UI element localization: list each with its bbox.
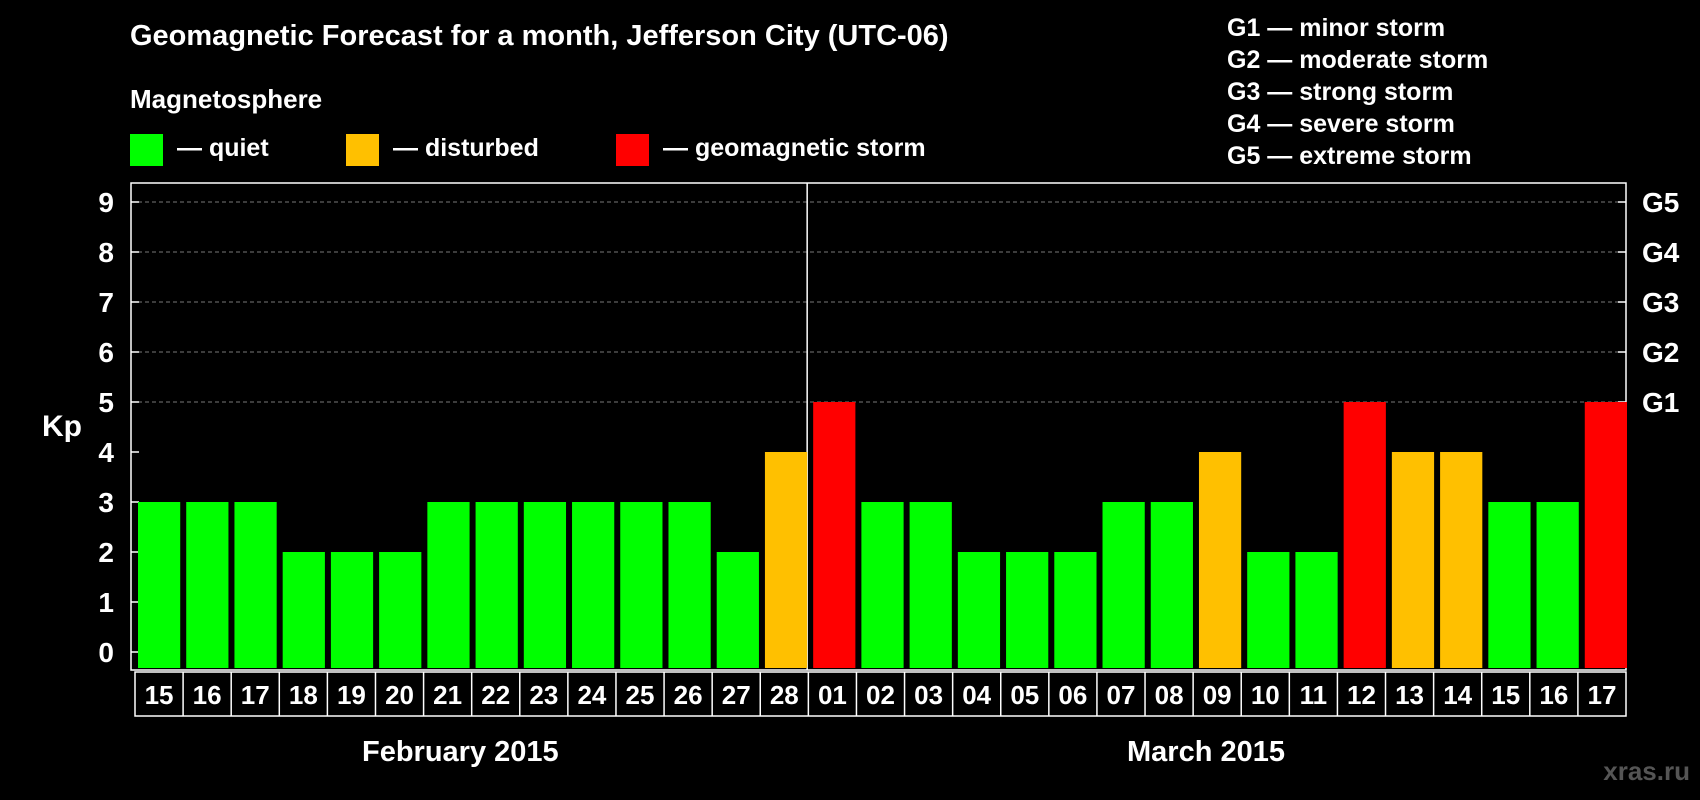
y-axis-label: Kp [42, 410, 82, 443]
bar-14 [764, 452, 808, 668]
legend-quiet-swatch [130, 134, 163, 166]
y-tick-label-0: 0 [98, 637, 114, 668]
y-tick-label-4: 4 [98, 437, 114, 468]
y-tick-label-3: 3 [98, 487, 114, 518]
bar-15 [813, 402, 856, 668]
legend-disturbed-swatch [346, 134, 379, 166]
bar-2 [186, 502, 229, 668]
bar-29 [1488, 502, 1531, 668]
day-label-21: 07 [1107, 680, 1136, 710]
bar-1 [138, 502, 181, 668]
bar-13 [716, 552, 759, 668]
y-tick-label-9: 9 [98, 187, 114, 218]
bar-24 [1247, 552, 1290, 668]
day-label-26: 12 [1347, 680, 1376, 710]
bar-26 [1343, 402, 1386, 668]
day-label-17: 03 [914, 680, 943, 710]
chart-title: Geomagnetic Forecast for a month, Jeffer… [130, 20, 949, 52]
bar-30 [1536, 502, 1579, 668]
bar-23 [1198, 452, 1242, 668]
day-label-18: 04 [962, 680, 991, 710]
bar-7 [427, 502, 470, 668]
day-label-25: 11 [1300, 680, 1328, 710]
y-tick-label-5: 5 [98, 387, 114, 418]
bar-20 [1054, 552, 1097, 668]
legend-quiet-label: — quiet [177, 134, 269, 162]
bar-3 [234, 502, 277, 668]
right-label-g2: G2 [1642, 337, 1679, 368]
day-label-28: 14 [1443, 680, 1472, 710]
y-tick-label-2: 2 [98, 537, 114, 568]
day-label-6: 20 [385, 680, 414, 710]
day-label-4: 18 [289, 680, 318, 710]
bar-27 [1391, 452, 1435, 668]
day-label-27: 13 [1395, 680, 1424, 710]
day-label-13: 27 [722, 680, 751, 710]
bar-28 [1440, 452, 1483, 668]
day-label-19: 05 [1010, 680, 1039, 710]
day-label-30: 16 [1539, 680, 1568, 710]
bar-5 [330, 552, 374, 668]
day-label-14: 28 [770, 680, 799, 710]
day-label-2: 16 [193, 680, 222, 710]
bar-12 [668, 502, 711, 668]
day-label-20: 06 [1058, 680, 1087, 710]
bar-8 [475, 502, 518, 668]
y-tick-label-7: 7 [98, 287, 114, 318]
bar-9 [523, 502, 567, 668]
right-label-g3: G3 [1642, 287, 1679, 318]
y-tick-label-8: 8 [98, 237, 114, 268]
day-label-29: 15 [1491, 680, 1520, 710]
g-scale-g5: G5 — extreme storm [1227, 142, 1472, 170]
month-label-february: February 2015 [362, 736, 559, 768]
day-label-24: 10 [1251, 680, 1280, 710]
day-label-10: 24 [577, 680, 606, 710]
legend-storm-swatch [616, 134, 649, 166]
bar-10 [572, 502, 615, 668]
bar-11 [620, 502, 663, 668]
watermark: xras.ru [1603, 756, 1690, 786]
right-label-g5: G5 [1642, 187, 1679, 218]
legend-storm-label: — geomagnetic storm [663, 134, 926, 162]
day-label-1: 15 [145, 680, 174, 710]
bar-16 [861, 502, 904, 668]
day-label-8: 22 [481, 680, 510, 710]
bar-31 [1584, 402, 1627, 668]
day-label-23: 09 [1203, 680, 1232, 710]
month-label-march: March 2015 [1127, 736, 1285, 768]
day-label-9: 23 [529, 680, 558, 710]
y-tick-label-6: 6 [98, 337, 114, 368]
day-label-11: 25 [626, 680, 655, 710]
g-scale-g4: G4 — severe storm [1227, 110, 1455, 138]
bar-19 [1006, 552, 1049, 668]
right-label-g1: G1 [1642, 387, 1679, 418]
g-scale-g1: G1 — minor storm [1227, 14, 1446, 42]
g-scale-g3: G3 — strong storm [1227, 78, 1454, 106]
day-label-22: 08 [1155, 680, 1184, 710]
bar-22 [1150, 502, 1193, 668]
bar-25 [1295, 552, 1338, 668]
g-scale-g2: G2 — moderate storm [1227, 46, 1489, 74]
day-label-16: 02 [866, 680, 895, 710]
day-label-frame [134, 671, 1627, 717]
bar-21 [1102, 502, 1145, 668]
right-label-g4: G4 [1642, 237, 1680, 268]
bar-6 [379, 552, 422, 668]
day-label-15: 01 [818, 680, 847, 710]
magnetosphere-label: Magnetosphere [130, 84, 323, 114]
g-scale-legend: G1 — minor storm G2 — moderate storm G3 … [1227, 12, 1488, 172]
day-label-31: 17 [1587, 680, 1616, 710]
bar-17 [909, 502, 952, 668]
day-label-5: 19 [337, 680, 366, 710]
day-label-7: 21 [433, 680, 462, 710]
bar-4 [282, 552, 325, 668]
legend-disturbed-label: — disturbed [393, 134, 539, 162]
bar-18 [957, 552, 1001, 668]
day-label-3: 17 [241, 680, 270, 710]
day-label-12: 26 [674, 680, 703, 710]
y-tick-label-1: 1 [98, 587, 114, 618]
